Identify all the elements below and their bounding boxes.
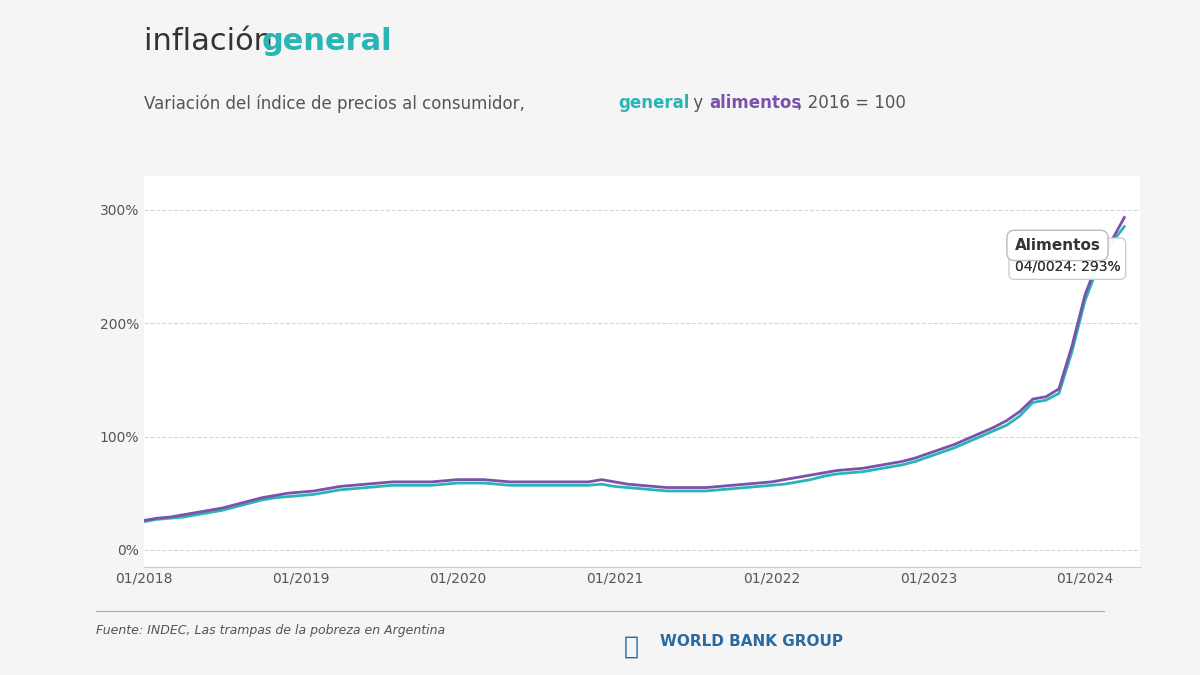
Text: 🌍: 🌍 [624,634,640,659]
Text: Alimentos: Alimentos [1014,238,1100,253]
Text: general: general [262,27,392,56]
Text: general: general [618,95,689,113]
Text: 04/0024: 293%: 04/0024: 293% [1014,259,1120,273]
Text: WORLD BANK GROUP: WORLD BANK GROUP [660,634,842,649]
Text: , 2016 = 100: , 2016 = 100 [797,95,906,113]
Text: Alimentos
04/0024: 293%: Alimentos 04/0024: 293% [1014,244,1120,274]
Text: alimentos: alimentos [709,95,802,113]
Text: y: y [688,95,708,113]
Text: Fuente: INDEC, Las trampas de la pobreza en Argentina: Fuente: INDEC, Las trampas de la pobreza… [96,624,445,637]
Text: inflación: inflación [144,27,283,56]
Text: Variación del índice de precios al consumidor,: Variación del índice de precios al consu… [144,95,530,113]
